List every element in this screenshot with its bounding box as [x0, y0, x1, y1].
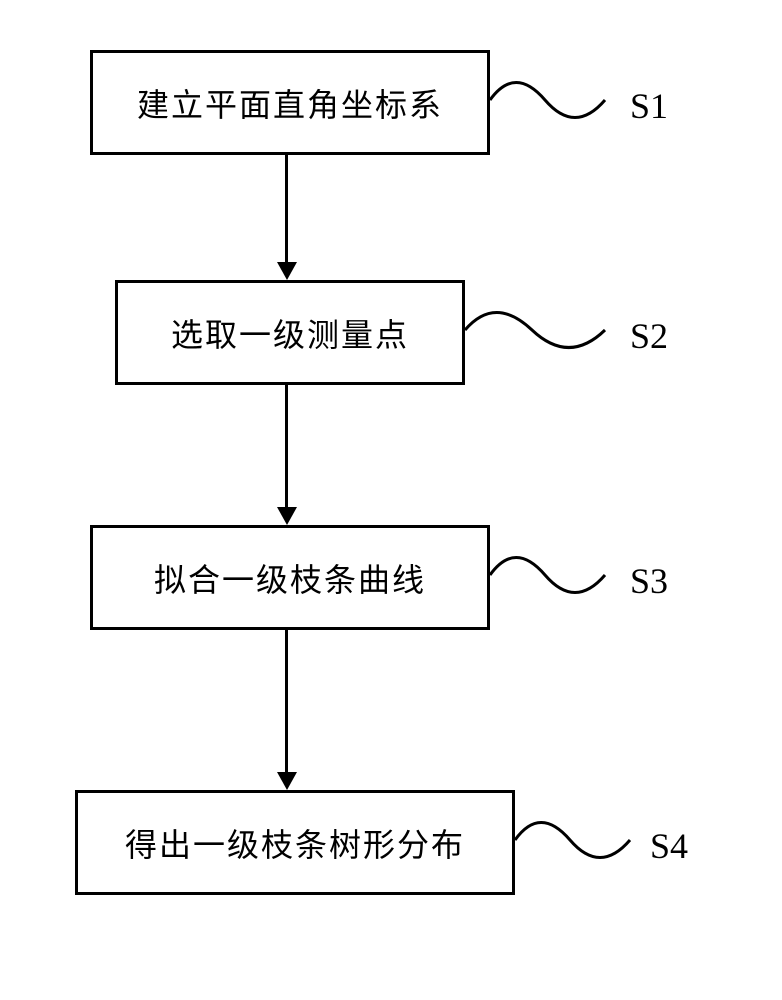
step-box-s1: 建立平面直角坐标系 — [90, 50, 490, 155]
wave-connector-s2 — [460, 300, 615, 360]
step-box-s4: 得出一级枝条树形分布 — [75, 790, 515, 895]
step-text-s2: 选取一级测量点 — [171, 310, 409, 356]
wave-connector-s1 — [485, 70, 615, 130]
step-box-s3: 拟合一级枝条曲线 — [90, 525, 490, 630]
step-box-s2: 选取一级测量点 — [115, 280, 465, 385]
step-label-s3: S3 — [630, 560, 668, 602]
wave-connector-s4 — [510, 810, 640, 870]
step-label-s1: S1 — [630, 85, 668, 127]
step-text-s3: 拟合一级枝条曲线 — [154, 555, 426, 601]
step-text-s4: 得出一级枝条树形分布 — [125, 820, 465, 866]
wave-connector-s3 — [485, 545, 615, 605]
step-label-s2: S2 — [630, 315, 668, 357]
step-text-s1: 建立平面直角坐标系 — [137, 80, 443, 126]
step-label-s4: S4 — [650, 825, 688, 867]
